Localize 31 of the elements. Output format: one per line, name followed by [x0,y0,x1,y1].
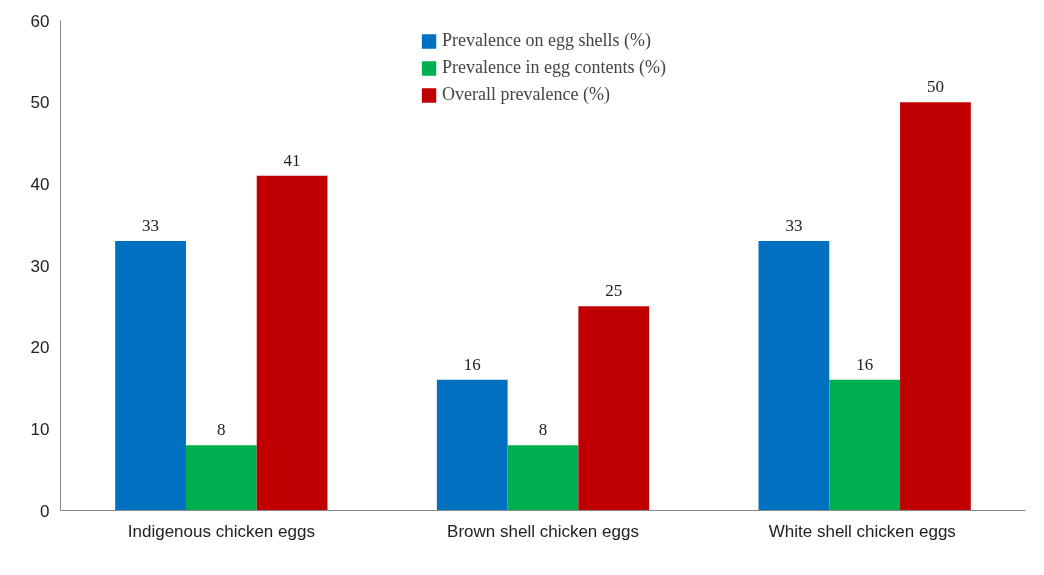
bar [507,445,579,511]
x-tick-label: Brown shell chicken eggs [447,521,639,541]
data-label: 8 [217,420,226,440]
bar [578,306,650,511]
bar [436,379,508,511]
bar [185,445,257,511]
y-tick-label: 30 [30,256,50,276]
data-label: 16 [463,354,481,374]
data-label: 33 [785,216,803,235]
legend-label: Prevalence in egg contents (%) [442,57,666,78]
legend-label: Prevalence on egg shells (%) [442,30,651,51]
x-tick-label: White shell chicken eggs [768,521,956,541]
data-label: 8 [538,420,548,440]
data-label: 16 [856,354,874,374]
y-tick-label: 10 [30,419,50,439]
data-label: 25 [605,281,623,301]
bar [829,379,901,511]
bar [115,241,186,511]
bar [256,175,328,511]
data-label: 33 [142,216,160,235]
data-label: 50 [926,77,944,97]
bar [758,241,830,511]
bar [900,102,971,511]
y-tick-label: 40 [30,174,50,194]
legend-label: Overall prevalence (%) [442,84,610,105]
y-tick-label: 20 [30,338,50,358]
y-tick-label: 0 [40,501,50,521]
x-tick-label: Indigenous chicken eggs [127,521,315,541]
y-tick-label: 60 [30,11,50,31]
y-tick-label: 50 [30,93,50,113]
data-label: 41 [283,150,301,170]
